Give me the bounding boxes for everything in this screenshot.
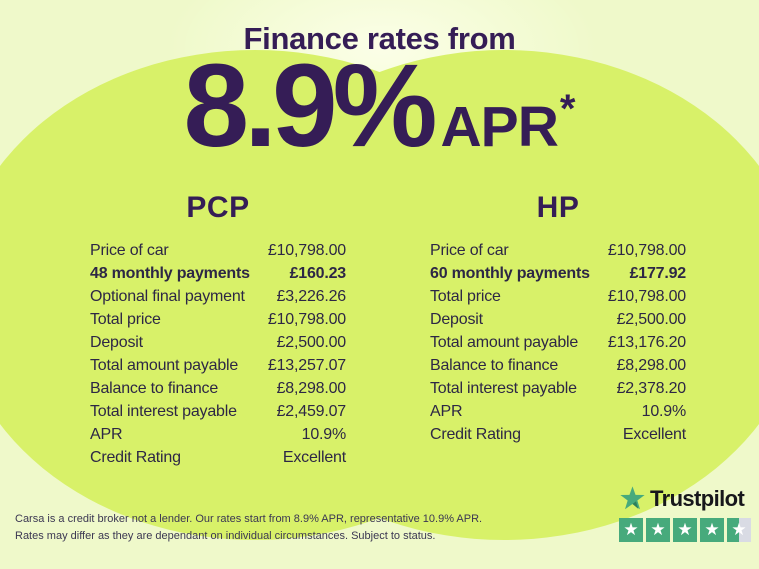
row-label: Optional final payment <box>90 287 245 305</box>
row-value: Excellent <box>622 425 686 443</box>
row-value: £2,378.20 <box>616 379 687 397</box>
pcp-finance-table: PCP Price of car £10,798.00 48 monthly pay… <box>90 190 346 469</box>
trustpilot-widget: Trustpilot ★ ★ ★ ★ ★ <box>619 485 752 542</box>
table-row: Credit Rating Excellent <box>430 423 686 446</box>
table-row: Price of car £10,798.00 <box>430 239 686 262</box>
headline-rate: 8.9% APR * <box>0 47 759 165</box>
table-row: Price of car £10,798.00 <box>90 239 346 262</box>
table-row: 48 monthly payments £160.23 <box>90 262 346 285</box>
rate-unit: APR <box>440 95 559 159</box>
table-row: Balance to finance £8,298.00 <box>90 377 346 400</box>
row-label: Balance to finance <box>90 379 219 397</box>
star-icon: ★ <box>623 519 639 539</box>
star-icon: ★ <box>650 519 666 539</box>
pcp-table-rows: Price of car £10,798.00 48 monthly payment… <box>90 239 346 469</box>
row-label: Balance to finance <box>430 356 559 374</box>
row-value: £160.23 <box>289 264 347 282</box>
table-row: Total interest payable £2,378.20 <box>430 377 686 400</box>
row-value: 10.9% <box>641 402 687 420</box>
star-icon: ★ <box>677 519 693 539</box>
row-value: 10.9% <box>301 425 347 443</box>
row-value: £13,176.20 <box>607 333 686 351</box>
disclaimer-line-2: Rates may differ as they are dependant o… <box>15 530 436 542</box>
row-value: £10,798.00 <box>267 241 346 259</box>
row-value: £2,500.00 <box>276 333 347 351</box>
star-icon: ★ <box>731 519 747 539</box>
hp-table-rows: Price of car £10,798.00 60 monthly payment… <box>430 239 686 446</box>
table-row: APR 10.9% <box>90 423 346 446</box>
table-row: Deposit £2,500.00 <box>430 308 686 331</box>
row-value: £177.92 <box>629 264 687 282</box>
trustpilot-rating-stars: ★ ★ ★ ★ ★ <box>619 518 752 542</box>
hp-finance-table: HP Price of car £10,798.00 60 monthly paym… <box>430 190 686 446</box>
row-label: Credit Rating <box>90 448 181 466</box>
trustpilot-star-full: ★ <box>700 518 724 542</box>
row-value: Excellent <box>282 448 346 466</box>
row-value: £10,798.00 <box>607 287 686 305</box>
row-label: Credit Rating <box>430 425 521 443</box>
row-label: Total interest payable <box>430 379 577 397</box>
table-row: Deposit £2,500.00 <box>90 331 346 354</box>
table-row: Total amount payable £13,257.07 <box>90 354 346 377</box>
banner-title: Finance rates from <box>243 21 516 56</box>
table-row: 60 monthly payments £177.92 <box>430 262 686 285</box>
pcp-table-title: PCP <box>186 191 250 224</box>
row-value: £2,500.00 <box>616 310 687 328</box>
row-label: Total price <box>430 287 501 305</box>
row-label: 48 monthly payments <box>90 264 250 282</box>
row-value: £8,298.00 <box>276 379 347 397</box>
trustpilot-star-full: ★ <box>619 518 643 542</box>
hp-table-title: HP <box>536 191 580 224</box>
row-label: Deposit <box>90 333 143 351</box>
table-row: Total price £10,798.00 <box>430 285 686 308</box>
table-row: Total price £10,798.00 <box>90 308 346 331</box>
rate-footnote-marker: * <box>559 87 576 131</box>
row-value: £13,257.07 <box>267 356 346 374</box>
background-ellipse-right <box>204 50 759 540</box>
trustpilot-star-full: ★ <box>646 518 670 542</box>
table-row: Total interest payable £2,459.07 <box>90 400 346 423</box>
table-row: Balance to finance £8,298.00 <box>430 354 686 377</box>
disclaimer-line-1: Carsa is a credit broker not a lender. O… <box>15 513 483 525</box>
trustpilot-star-full: ★ <box>673 518 697 542</box>
row-value: £8,298.00 <box>616 356 687 374</box>
table-row: APR 10.9% <box>430 400 686 423</box>
row-label: Total amount payable <box>430 333 579 351</box>
row-value: £3,226.26 <box>276 287 347 305</box>
row-label: Price of car <box>90 241 169 259</box>
table-row: Credit Rating Excellent <box>90 446 346 469</box>
row-label: APR <box>430 402 463 420</box>
row-label: APR <box>90 425 123 443</box>
trustpilot-star-icon <box>620 486 645 510</box>
trustpilot-wordmark: Trustpilot <box>650 485 745 511</box>
rate-value: 8.9% <box>183 40 438 172</box>
row-label: Price of car <box>430 241 509 259</box>
row-label: Total interest payable <box>90 402 237 420</box>
row-label: Total price <box>90 310 161 328</box>
table-row: Optional final payment £3,226.26 <box>90 285 346 308</box>
legal-disclaimer: Carsa is a credit broker not a lender. O… <box>15 511 482 545</box>
row-label: 60 monthly payments <box>430 264 590 282</box>
table-row: Total amount payable £13,176.20 <box>430 331 686 354</box>
row-value: £10,798.00 <box>267 310 346 328</box>
row-label: Total amount payable <box>90 356 239 374</box>
star-icon: ★ <box>704 519 720 539</box>
row-label: Deposit <box>430 310 483 328</box>
trustpilot-logo: Trustpilot <box>619 485 752 512</box>
row-value: £10,798.00 <box>607 241 686 259</box>
row-value: £2,459.07 <box>276 402 347 420</box>
trustpilot-star-half: ★ <box>727 518 751 542</box>
